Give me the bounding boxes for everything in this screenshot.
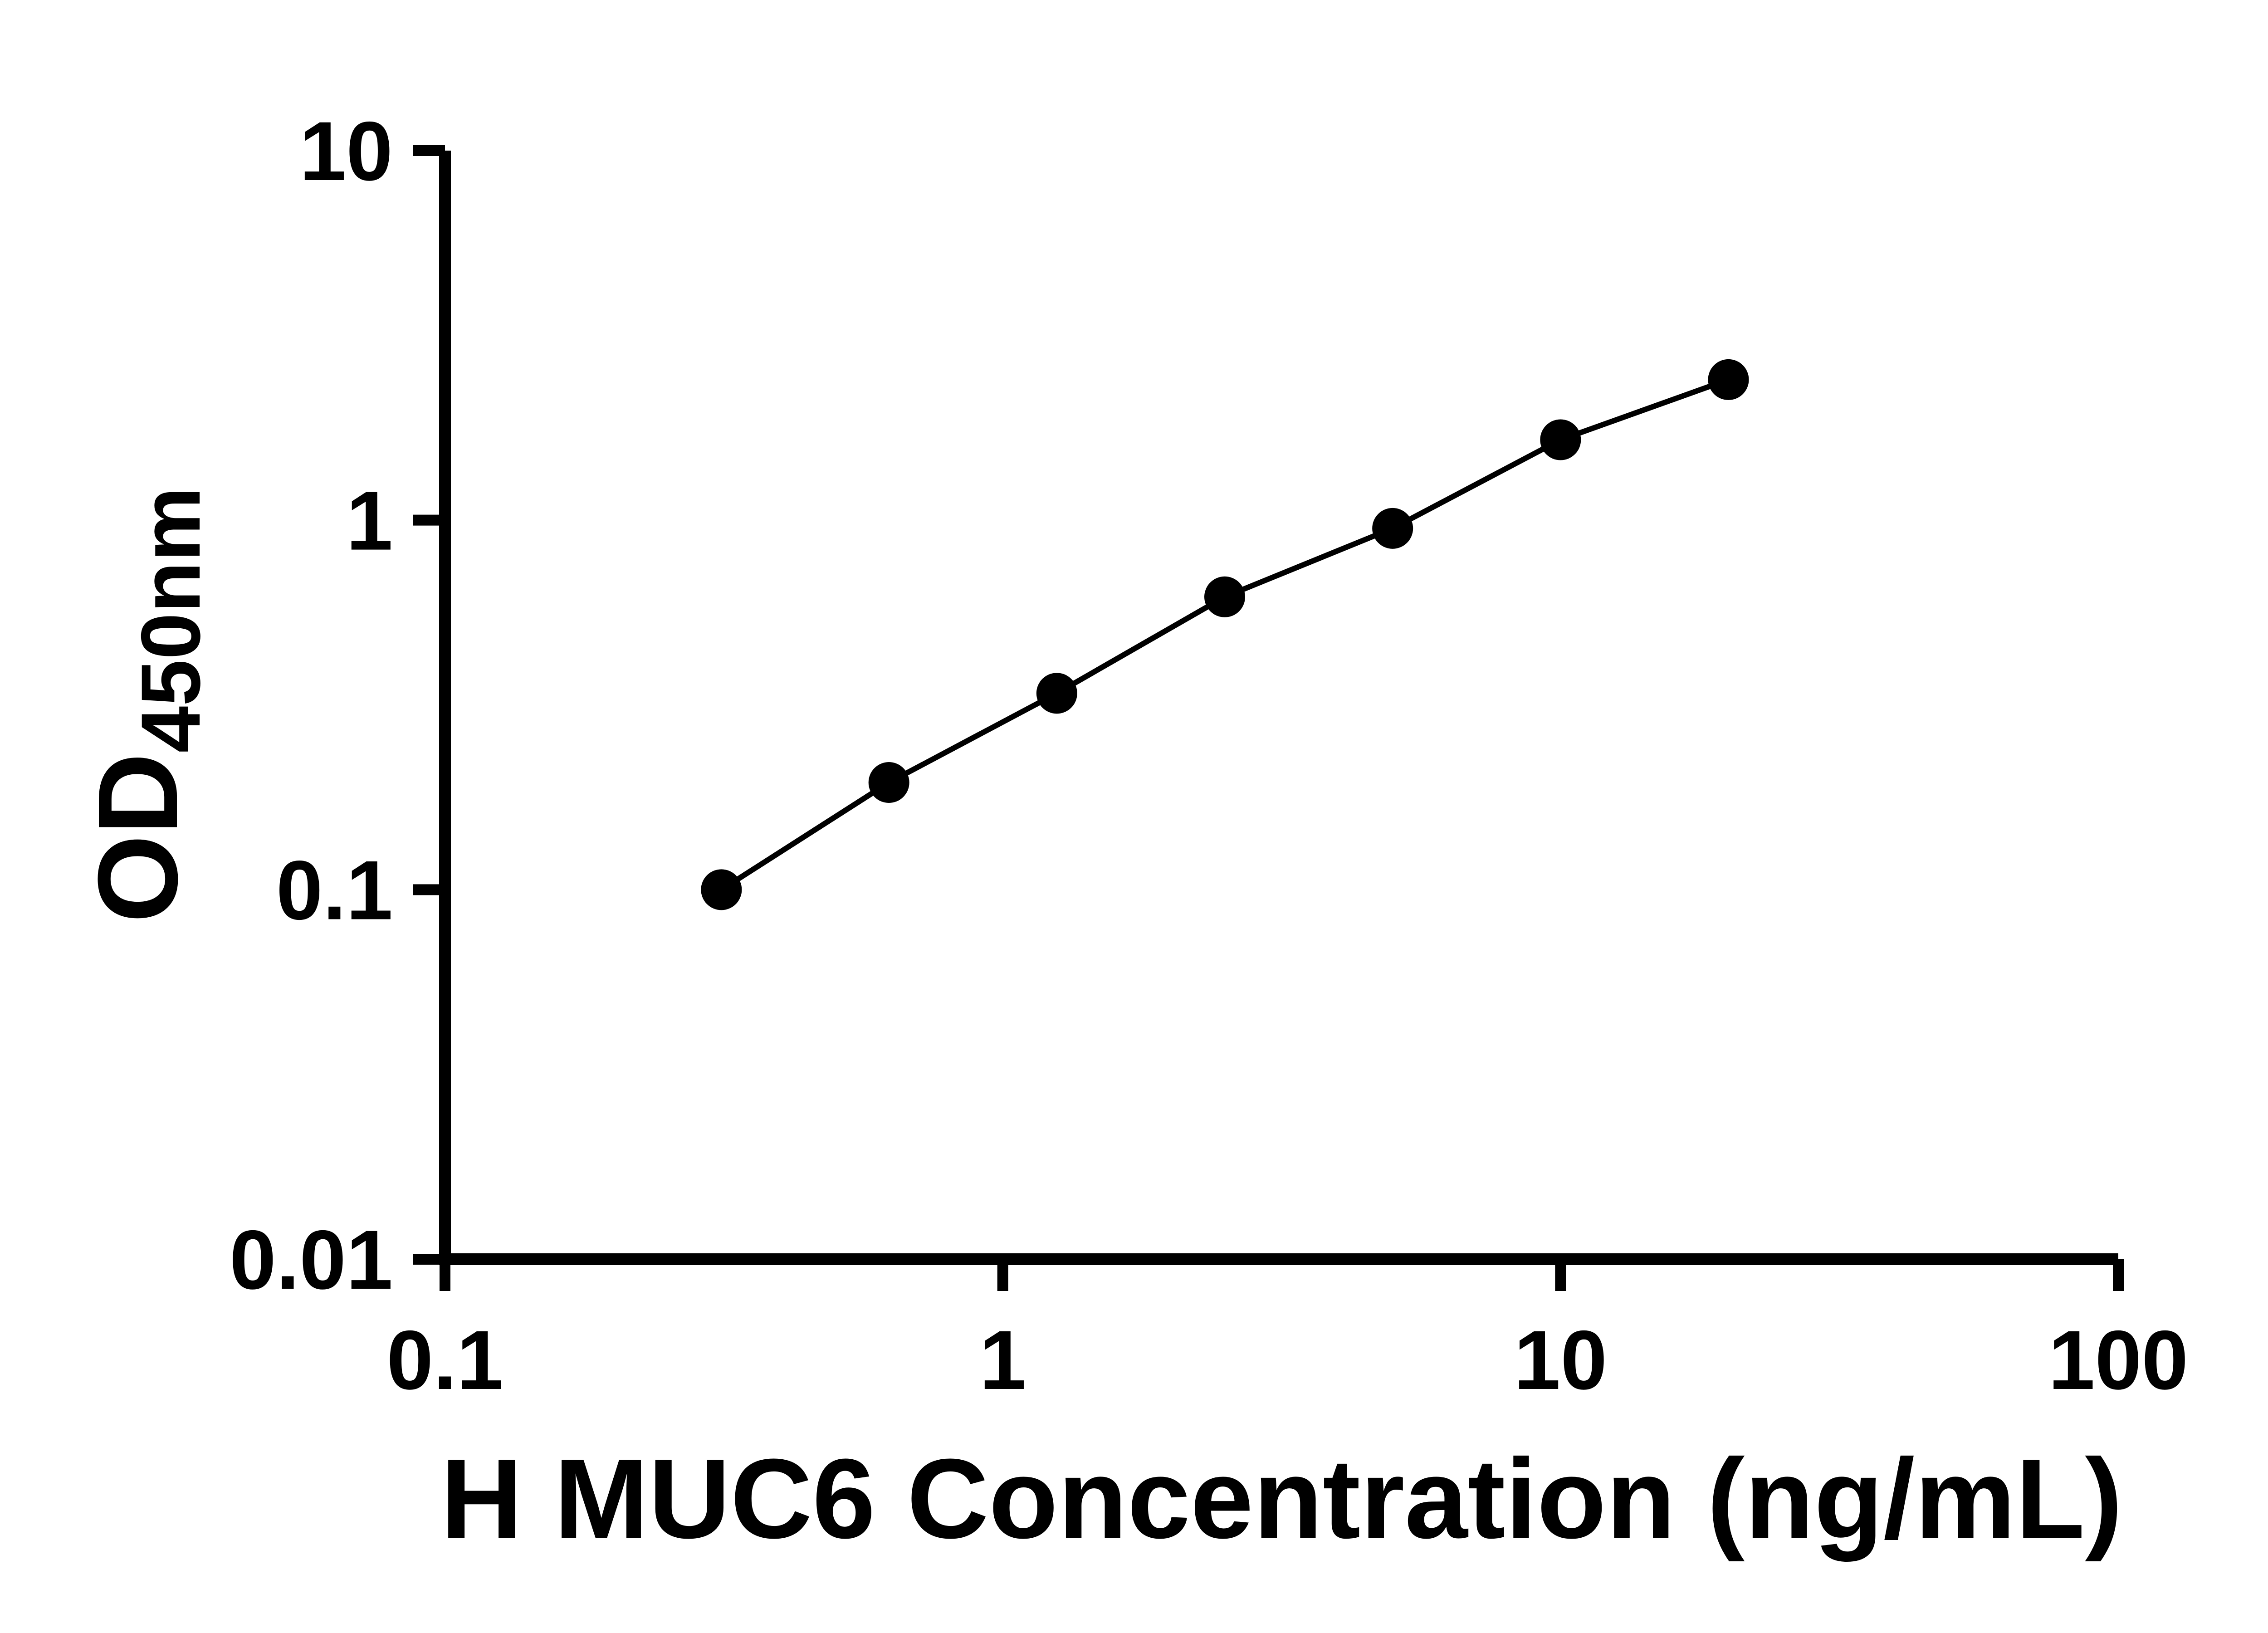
y-tick-label: 0.01 [230,1213,393,1307]
curve-line [720,377,1730,892]
data-point [1204,576,1246,617]
y-tick-label: 10 [299,105,393,198]
x-tick-label: 10 [1514,1314,1607,1407]
data-point [1372,508,1413,549]
data-point [1540,419,1581,460]
x-axis-title: H MUC6 Concentration (ng/mL) [440,1435,2122,1562]
y-tick-label: 1 [346,474,393,568]
y-axis-title: OD450nm [74,487,218,923]
x-tick-label: 1 [979,1314,1026,1407]
data-point [701,869,742,910]
data-point [1036,673,1077,714]
x-tick-label: 0.1 [386,1314,503,1407]
y-tick-label: 0.1 [276,844,393,937]
data-point [1708,359,1749,400]
x-tick-label: 100 [2048,1314,2189,1407]
data-point [868,762,909,803]
